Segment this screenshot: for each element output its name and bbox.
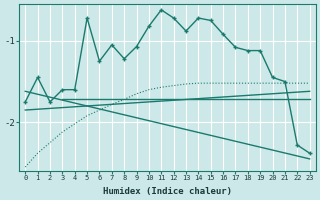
X-axis label: Humidex (Indice chaleur): Humidex (Indice chaleur) [103, 187, 232, 196]
